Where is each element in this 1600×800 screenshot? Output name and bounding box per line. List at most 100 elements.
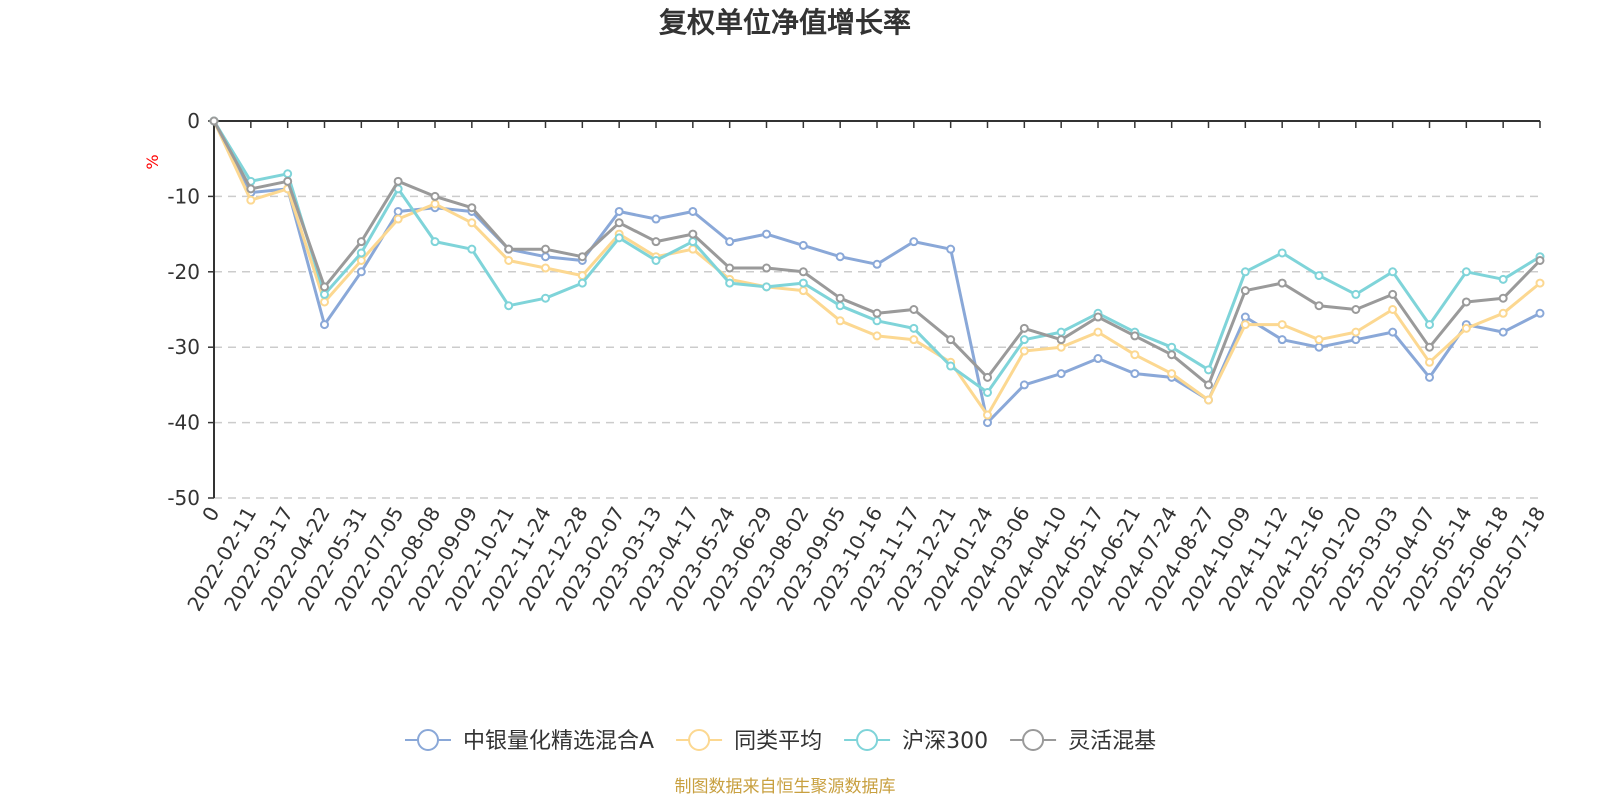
data-point <box>835 301 845 311</box>
data-point <box>1498 308 1508 318</box>
data-point <box>798 286 808 296</box>
data-point <box>798 240 808 250</box>
data-point <box>1093 312 1103 322</box>
y-tick-label: -50 <box>167 486 200 510</box>
data-point <box>762 229 771 239</box>
data-point <box>1277 320 1287 330</box>
data-point <box>1019 335 1029 345</box>
data-point <box>688 244 698 254</box>
data-point <box>983 418 992 428</box>
data-point <box>1019 346 1029 356</box>
series-3 <box>209 116 1545 390</box>
data-point <box>983 387 992 397</box>
data-point <box>983 410 992 420</box>
series-1 <box>209 116 1545 420</box>
series-2 <box>209 116 1545 397</box>
series-line <box>212 120 1541 394</box>
y-tick-label: -30 <box>167 335 200 359</box>
data-point <box>1351 335 1361 345</box>
data-point <box>909 323 919 333</box>
data-point <box>1498 327 1508 337</box>
data-point <box>872 259 882 269</box>
data-point <box>1314 301 1324 311</box>
data-point <box>1314 342 1324 352</box>
data-point <box>872 308 882 318</box>
data-point <box>1314 271 1324 281</box>
data-point <box>872 331 882 341</box>
data-point <box>1240 286 1250 296</box>
data-point <box>614 233 624 243</box>
data-point <box>467 244 477 254</box>
data-point <box>614 206 624 216</box>
data-point <box>1130 331 1140 341</box>
data-point <box>1425 357 1434 367</box>
data-point <box>1535 278 1545 288</box>
data-point <box>320 289 329 299</box>
data-point <box>946 361 956 371</box>
source-note: 制图数据来自恒生聚源数据库 <box>675 777 896 797</box>
data-point <box>909 335 919 345</box>
data-point <box>1461 297 1471 307</box>
data-point <box>983 372 992 382</box>
data-point <box>1314 335 1324 345</box>
data-point <box>1461 323 1471 333</box>
series-line <box>212 120 1542 387</box>
data-point <box>1535 308 1545 318</box>
data-point <box>909 237 919 247</box>
data-point <box>1167 342 1177 352</box>
data-point <box>1240 267 1250 277</box>
legend-label: 灵活混基 <box>1068 729 1156 754</box>
y-tick-label: -40 <box>167 411 200 435</box>
data-point <box>541 252 550 262</box>
data-point <box>1056 369 1066 379</box>
legend-marker <box>856 729 879 751</box>
legend-item[interactable]: 中银量化精选混合A <box>405 729 654 754</box>
legend-item[interactable]: 灵活混基 <box>1010 729 1156 754</box>
data-point <box>1056 327 1066 337</box>
data-point <box>393 176 403 186</box>
data-point <box>762 263 771 273</box>
data-point <box>1388 289 1398 299</box>
data-point <box>504 301 514 311</box>
data-point <box>798 278 808 288</box>
data-point <box>688 206 698 216</box>
legend-marker <box>688 729 711 751</box>
data-point <box>541 244 550 254</box>
data-point <box>541 293 550 303</box>
data-point <box>320 282 329 292</box>
data-point <box>762 282 771 292</box>
y-tick-labels: 0 -10 -20 -30 -40 -50 <box>167 109 200 510</box>
data-point <box>688 237 698 247</box>
axes <box>208 120 1541 499</box>
data-point <box>1019 323 1029 333</box>
data-point <box>1167 350 1177 360</box>
legend: 中银量化精选混合A 同类平均 沪深300 灵活混基 <box>405 729 1156 754</box>
legend-marker <box>1022 729 1045 751</box>
data-point <box>1240 312 1250 322</box>
data-point <box>946 335 956 345</box>
data-point <box>798 267 808 277</box>
data-point <box>1130 369 1140 379</box>
data-point <box>909 305 919 314</box>
data-point <box>283 176 293 186</box>
data-point <box>356 237 366 247</box>
data-point <box>1498 274 1508 284</box>
data-point <box>1204 365 1213 375</box>
data-point <box>246 195 256 205</box>
data-point <box>1240 320 1250 330</box>
data-point <box>283 169 293 179</box>
data-point <box>1388 267 1398 277</box>
data-point <box>835 293 845 303</box>
data-point <box>541 263 550 273</box>
data-point <box>1093 354 1103 364</box>
data-point <box>1277 248 1287 258</box>
legend-item[interactable]: 同类平均 <box>676 729 822 754</box>
data-point <box>320 320 329 330</box>
legend-item[interactable]: 沪深300 <box>844 729 988 754</box>
data-point <box>356 267 366 277</box>
data-point <box>1461 267 1471 277</box>
data-point <box>577 252 587 262</box>
y-axis-unit: % <box>143 154 162 169</box>
data-point <box>1204 395 1213 405</box>
x-tick-labels: 02022-02-112022-03-172022-04-222022-05-3… <box>182 502 1550 615</box>
